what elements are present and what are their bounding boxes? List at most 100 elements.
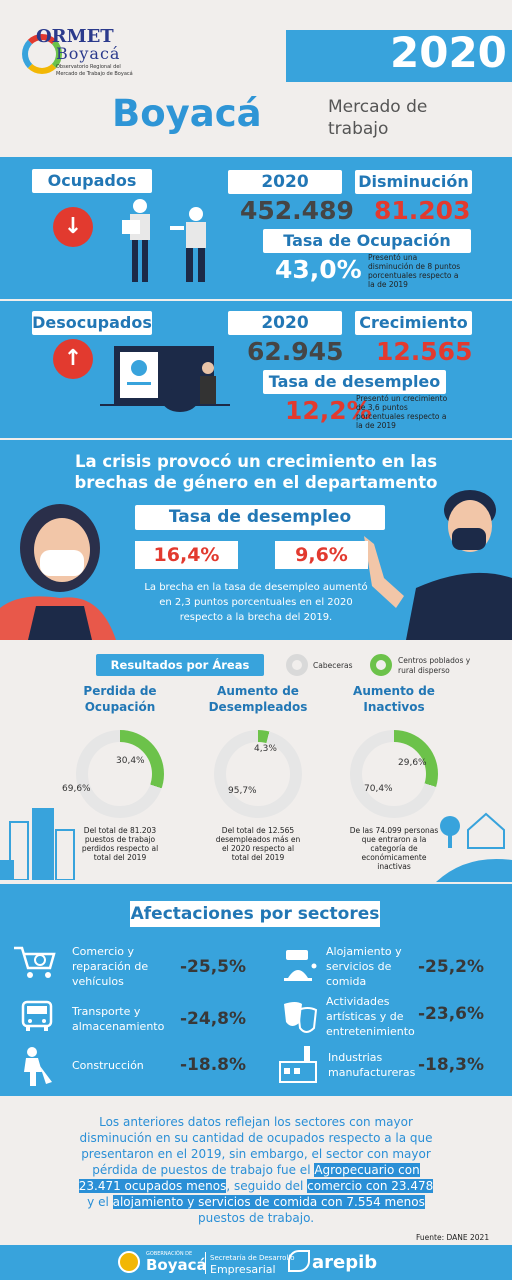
conclusion-text-part: pérdida de puestos de trabajo fue el: [92, 1163, 315, 1177]
men-rate-value: 9,6%: [275, 541, 368, 569]
area-column: Aumento de Inactivos 29,6% 70,4% De las …: [332, 684, 456, 874]
gender-title-line2: brechas de género en el departamento: [74, 473, 438, 492]
coat-of-arms-icon: [118, 1251, 140, 1273]
ocupados-change-value: 81.203: [374, 196, 471, 225]
conclusion-line: 23.471 ocupados menos, seguido del comer…: [20, 1178, 492, 1194]
gender-rate-label: Tasa de desempleo: [135, 505, 385, 530]
sector-label-l2: manufactureras: [328, 1066, 416, 1079]
hotel-icon: [282, 948, 320, 982]
desocupados-value: 62.945: [247, 337, 344, 366]
ocupados-label: Ocupados: [32, 169, 152, 193]
area-cab-pct: 95,7%: [228, 786, 257, 796]
gender-title-line1: La crisis provocó un crecimiento en las: [74, 452, 438, 471]
legend-rural-swatch: [370, 654, 392, 676]
ocupados-value: 452.489: [240, 196, 354, 225]
area-title-l1: Perdida de: [83, 684, 157, 698]
sector-value: -18.8%: [180, 1055, 247, 1075]
area-note-l1: Del total de 12.565: [221, 826, 295, 835]
worker-icon: [16, 1046, 56, 1086]
ormet-logo: ORMET Boyacá Observatorio Regional del M…: [22, 26, 133, 84]
women-rate-value: 16,4%: [135, 541, 238, 569]
area-note: De las 74.099 personas que entraron a la…: [328, 826, 460, 871]
area-title-l2: Desempleados: [208, 700, 308, 714]
area-note-l5: inactivas: [377, 862, 411, 871]
area-title-l2: Ocupación: [84, 700, 156, 714]
sector-label: Comercio y reparación de vehículos: [72, 944, 148, 989]
area-column: Perdida de Ocupación 30,4% 69,6% Del tot…: [58, 684, 182, 874]
area-note: Del total de 12.565 desempleados más en …: [192, 826, 324, 862]
area-note-l3: categoría de: [370, 844, 418, 853]
logo-line2: Boyacá: [56, 44, 121, 63]
area-cab-pct: 69,6%: [62, 784, 91, 794]
conclusion-line: pérdida de puestos de trabajo fue el Agr…: [20, 1162, 492, 1178]
sector-value: -24,8%: [180, 1009, 247, 1029]
area-cab-pct: 70,4%: [364, 784, 393, 794]
sector-label-l1: Transporte y: [72, 1005, 141, 1018]
city-illustration: [0, 808, 75, 880]
desocupados-note-l2: de 3,6 puntos: [356, 403, 408, 412]
conclusion-highlight: alojamiento y servicios de comida con 7.…: [112, 1195, 425, 1209]
page-subtitle-line2: trabajo: [328, 119, 389, 139]
gender-note-l1: La brecha en la tasa de desempleo aument…: [144, 582, 368, 593]
ocupados-note-l1: Presentó una: [368, 253, 418, 262]
sector-label-l1: Actividades: [326, 995, 390, 1008]
conclusion-highlight: 23.471 ocupados menos: [78, 1179, 227, 1193]
logo-ring-icon: [22, 34, 62, 74]
arrow-down-icon: ↓: [53, 207, 93, 247]
ocupados-note: Presentó una disminución de 8 puntos por…: [368, 253, 460, 289]
sectors-title: Afectaciones por sectores: [130, 901, 380, 927]
gender-note-l3: respecto a la brecha del 2019.: [179, 612, 333, 623]
area-note-l1: De las 74.099 personas: [349, 826, 439, 835]
conclusion-line: Los anteriores datos reflejan los sector…: [99, 1115, 413, 1129]
gender-note: La brecha en la tasa de desempleo aument…: [120, 580, 392, 625]
desocupados-label: Desocupados: [32, 311, 152, 335]
arepib-leaf-icon: [288, 1250, 310, 1272]
sector-label: Construcción: [72, 1058, 144, 1073]
sector-label-l2: almacenamiento: [72, 1020, 165, 1033]
legend-rural-label: Centros poblados y rural disperso: [398, 656, 470, 676]
farm-illustration: [436, 812, 512, 882]
area-note-l2: desempleados más en: [215, 835, 301, 844]
footer-sec-l2: Empresarial: [210, 1263, 276, 1276]
sector-label-l1: Comercio y: [72, 945, 135, 958]
areas-title: Resultados por Áreas: [96, 654, 264, 676]
conclusion-line: presentaron en el 2019, sin embargo, el …: [81, 1147, 431, 1161]
sector-value: -18,3%: [418, 1055, 485, 1075]
conclusion-line: y el alojamiento y servicios de comida c…: [20, 1194, 492, 1210]
conclusion-highlight: Agropecuario con: [314, 1163, 420, 1177]
ocupados-year-label: 2020: [228, 170, 342, 194]
ocupados-note-l3: porcentuales respecto a: [368, 271, 459, 280]
area-note-l3: perdidos respecto al: [81, 844, 159, 853]
area-note-l1: Del total de 81.203: [83, 826, 157, 835]
ocupados-note-l4: la de 2019: [368, 280, 408, 289]
conclusion-highlight: comercio con 23.478: [307, 1179, 434, 1193]
sector-label-l1: Construcción: [72, 1059, 144, 1072]
gender-note-l2: en 2,3 puntos porcentuales en el 2020: [159, 597, 353, 608]
sector-label-l1: Alojamiento y: [326, 945, 402, 958]
sector-value: -23,6%: [418, 1004, 485, 1024]
masks-icon: [280, 1000, 320, 1036]
sector-value: -25,2%: [418, 957, 485, 977]
sector-label: Alojamiento y servicios de comida: [326, 944, 402, 989]
logo-line1: ORMET: [36, 26, 114, 47]
woman-mask-illustration: [0, 504, 116, 640]
area-title-l1: Aumento de: [353, 684, 435, 698]
sector-label-l1: Industrias: [328, 1051, 383, 1064]
ocupados-note-l2: disminución de 8 puntos: [368, 262, 461, 271]
job-seeker-illustration: [100, 346, 230, 412]
area-note-l2: puestos de trabajo: [84, 835, 156, 844]
ocupados-change-label: Disminución: [355, 170, 472, 194]
desocupados-note: Presentó un crecimiento de 3,6 puntos po…: [356, 394, 447, 430]
area-note-l4: total del 2019: [231, 853, 285, 862]
desocupados-rate-label: Tasa de desempleo: [263, 370, 446, 394]
desocupados-note-l4: la de 2019: [356, 421, 396, 430]
desocupados-year-label: 2020: [228, 311, 342, 335]
sector-label: Transporte y almacenamiento: [72, 1004, 164, 1034]
arrow-up-icon: ↑: [53, 339, 93, 379]
area-title-l1: Aumento de: [217, 684, 299, 698]
area-title-l2: Inactivos: [363, 700, 425, 714]
conclusion-line: puestos de trabajo.: [197, 1211, 315, 1225]
conclusion-text-part: , seguido del: [226, 1179, 308, 1193]
logo-sub2: Mercado de Trabajo de Boyacá: [56, 71, 133, 77]
area-rural-pct: 30,4%: [116, 756, 145, 766]
